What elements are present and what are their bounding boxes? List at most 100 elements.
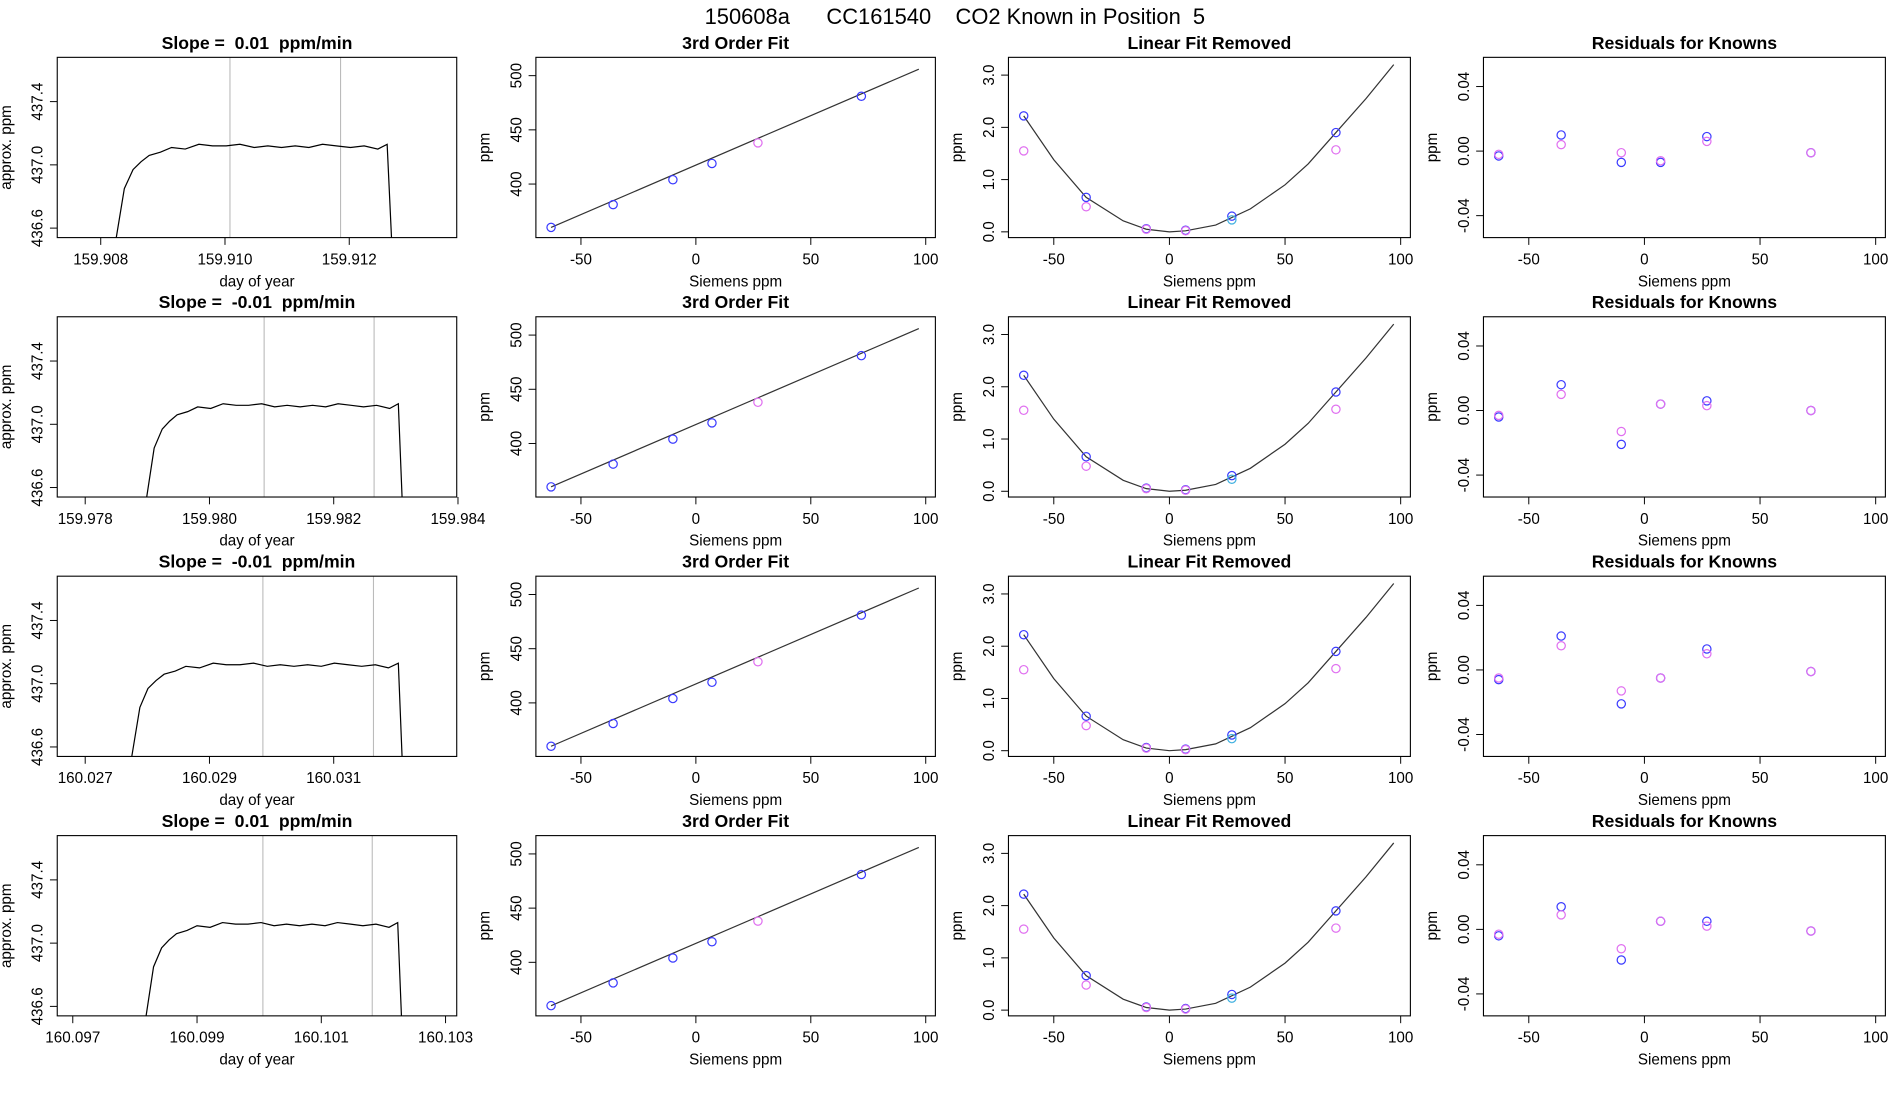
panel-title: Residuals for Knowns [1592, 552, 1778, 572]
data-point [1655, 673, 1666, 683]
y-tick-label: 0.04 [1456, 849, 1473, 879]
y-tick-label: 500 [508, 63, 525, 88]
data-point [1018, 111, 1029, 121]
y-axis-label: ppm [1424, 392, 1441, 422]
y-tick-label: -0.04 [1456, 457, 1473, 492]
x-tick-label: 100 [913, 770, 938, 787]
data-point [1493, 929, 1504, 939]
data-point [1141, 483, 1152, 494]
x-tick-label: 100 [913, 1030, 938, 1047]
x-tick-label: 50 [1752, 511, 1769, 528]
fit-line [1023, 323, 1395, 492]
x-axis-label: day of year [219, 533, 294, 550]
y-axis-label: ppm [949, 392, 966, 422]
fit-line [1023, 64, 1395, 233]
y-tick-label: 0.0 [981, 740, 998, 761]
x-tick-label: 0 [1640, 511, 1648, 528]
panel-title: Linear Fit Removed [1127, 552, 1291, 572]
x-tick-label: 0 [692, 1030, 700, 1047]
data-point [753, 397, 763, 408]
panel: Slope = 0.01 ppm/min day of year approx. p… [0, 33, 458, 290]
data-point [1616, 955, 1627, 965]
data-point [1616, 157, 1627, 168]
data-point [1616, 699, 1627, 709]
data-point [1806, 926, 1816, 936]
x-tick-label: 50 [802, 511, 819, 528]
data-point [856, 610, 867, 620]
y-axis-label: ppm [1424, 911, 1441, 941]
y-tick-label: 500 [508, 582, 525, 607]
plot-frame [1007, 575, 1411, 757]
panel: 3rd Order Fit Siemens ppm ppm -50 0 50 100 400 4… [477, 292, 939, 549]
data-point [1081, 202, 1091, 212]
y-tick-label: 450 [508, 117, 525, 142]
panel-title: 3rd Order Fit [682, 292, 789, 312]
y-tick-label: 400 [508, 690, 525, 715]
panel: Linear Fit Removed Siemens ppm ppm -50 0 50 10… [949, 811, 1413, 1069]
panel-title: 3rd Order Fit [682, 811, 789, 831]
panel-title: Linear Fit Removed [1127, 33, 1291, 53]
y-axis-label: approx. ppm [0, 624, 15, 709]
x-tick-label: -50 [1043, 1030, 1065, 1047]
x-tick-label: 100 [1863, 251, 1888, 268]
x-axis-label: Siemens ppm [689, 533, 782, 550]
y-tick-label: 436.6 [30, 728, 47, 766]
y-tick-label: 437.0 [30, 924, 47, 962]
y-tick-label: 3.0 [981, 324, 998, 345]
data-point [1018, 924, 1029, 934]
data-point [1702, 131, 1712, 142]
x-tick-label: 100 [1388, 251, 1413, 268]
x-tick-label: 50 [802, 1030, 819, 1047]
y-tick-label: 2.0 [981, 636, 998, 657]
data-point [1018, 146, 1029, 156]
x-tick-label: 50 [1752, 251, 1769, 268]
plot-frame [1482, 316, 1886, 498]
x-tick-label: -50 [1518, 1030, 1540, 1047]
x-tick-label: 159.910 [197, 251, 252, 268]
data-point [546, 741, 556, 752]
x-tick-label: 50 [1277, 251, 1294, 268]
data-point [1081, 711, 1091, 721]
data-point [1556, 379, 1566, 390]
y-tick-label: -0.04 [1456, 717, 1473, 752]
x-tick-label: 50 [802, 770, 819, 787]
x-tick-label: 159.912 [322, 251, 377, 268]
x-axis-label: Siemens ppm [1163, 1052, 1256, 1069]
plot-frame [535, 56, 936, 239]
x-tick-label: 50 [802, 251, 819, 268]
x-tick-label: 100 [1863, 770, 1888, 787]
y-tick-label: 0.0 [981, 481, 998, 502]
data-point [1493, 673, 1504, 683]
y-tick-label: 1.0 [981, 947, 998, 968]
y-axis-label: ppm [949, 133, 966, 163]
data-point [753, 138, 763, 148]
fit-line [1023, 842, 1395, 1011]
data-point [1616, 686, 1627, 696]
plot-frame [1007, 56, 1411, 239]
y-tick-label: 2.0 [981, 117, 998, 138]
y-tick-label: 1.0 [981, 688, 998, 709]
data-point [1180, 744, 1191, 755]
x-tick-label: -50 [1043, 251, 1065, 268]
data-point [1702, 400, 1712, 411]
y-tick-label: 0.00 [1456, 655, 1473, 685]
data-point [707, 936, 717, 947]
plot-frame [56, 575, 458, 757]
x-tick-label: 100 [1863, 1030, 1888, 1047]
data-point [1616, 426, 1627, 437]
data-point [1556, 910, 1566, 920]
x-tick-label: 50 [1277, 511, 1294, 528]
data-point [1556, 139, 1566, 150]
y-tick-label: 1.0 [981, 169, 998, 190]
data-point [1141, 743, 1152, 753]
y-axis-label: ppm [477, 911, 494, 941]
x-axis-label: Siemens ppm [1638, 533, 1731, 550]
y-tick-label: 437.0 [30, 405, 47, 443]
data-point [668, 434, 678, 444]
data-point [856, 869, 867, 880]
y-tick-label: 437.0 [30, 665, 47, 703]
data-point [1081, 720, 1091, 731]
x-tick-label: 100 [1863, 511, 1888, 528]
fit-line [1023, 583, 1395, 752]
